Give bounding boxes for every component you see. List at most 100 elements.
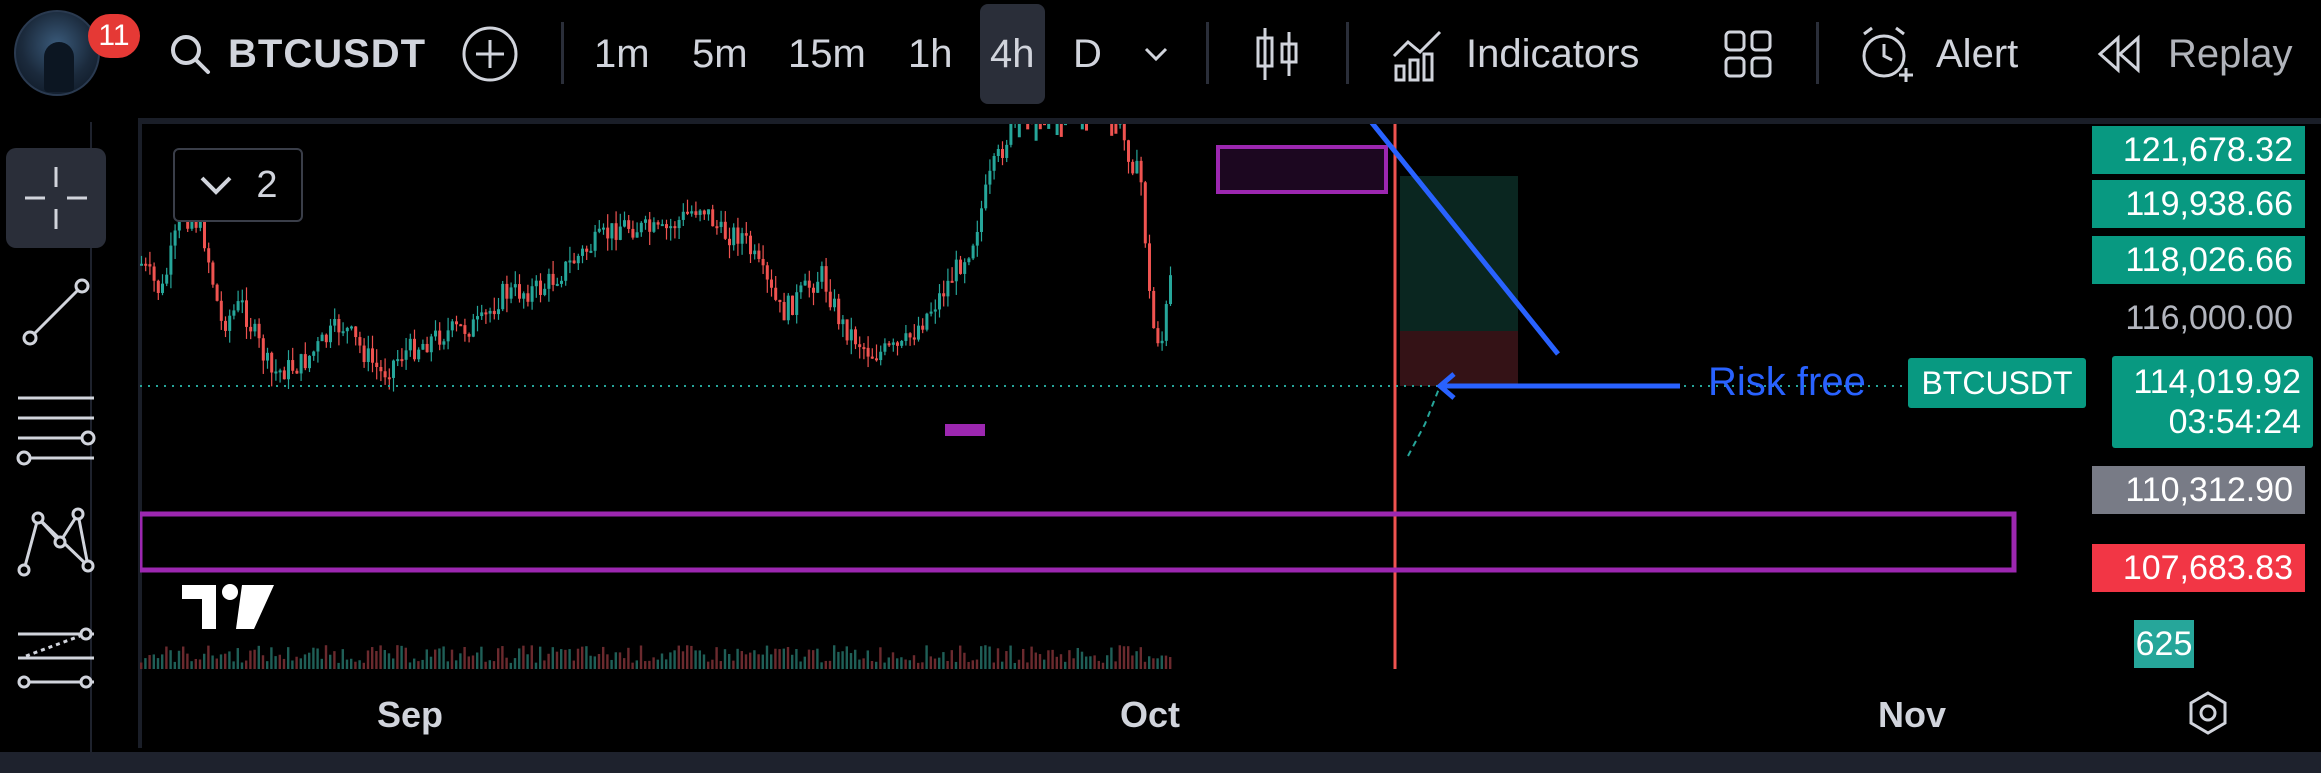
candle-body (274, 371, 278, 374)
candle-body (849, 329, 853, 341)
avatar[interactable] (14, 10, 100, 96)
chart-settings-icon[interactable] (2185, 690, 2231, 736)
symbol-price-tag: BTCUSDT (1908, 358, 2086, 408)
add-symbol-icon (462, 26, 518, 82)
volume-bar (1022, 648, 1025, 669)
candle-body (1143, 182, 1147, 244)
volume-bar (568, 649, 571, 669)
layout-button[interactable] (1722, 20, 1774, 88)
chart-type-button[interactable] (1252, 20, 1302, 88)
volume-bar (417, 661, 420, 669)
volume-bar (509, 662, 512, 669)
volume-bar (501, 646, 504, 669)
price-chart[interactable] (140, 124, 2090, 669)
candle-body (921, 325, 925, 330)
volume-bar (971, 660, 974, 669)
candle-body (463, 325, 467, 334)
candle-body (862, 347, 866, 350)
volume-bar (1030, 646, 1033, 669)
legend-toggle[interactable]: 2 (173, 148, 303, 222)
crosshair-tool[interactable] (6, 148, 106, 248)
replay-label: Replay (2168, 31, 2293, 76)
candle-body (429, 336, 433, 353)
timeframe-menu-button[interactable] (1140, 20, 1172, 88)
candle-body (350, 326, 353, 329)
volume-bar (635, 660, 638, 669)
volume-bar (1001, 661, 1004, 669)
volume-bar (1034, 652, 1037, 669)
candle-body (1135, 160, 1139, 174)
alert-button[interactable]: Alert (1856, 20, 2018, 88)
chart-pane[interactable] (138, 118, 2321, 748)
candle-body (228, 315, 232, 331)
volume-bar (1013, 662, 1016, 669)
volume-bar (421, 659, 424, 669)
tradingview-logo[interactable] (180, 580, 276, 647)
prediction-tool[interactable] (6, 608, 106, 708)
volume-bar (1143, 661, 1147, 669)
candle-body (812, 287, 815, 293)
volume-bar (702, 654, 706, 669)
volume-bar (425, 649, 428, 669)
candle-body (555, 283, 559, 286)
add-symbol-button[interactable] (460, 20, 520, 88)
volume-bar (824, 660, 827, 669)
volume-bar (169, 650, 172, 669)
candle-body (610, 223, 614, 239)
candle-body (644, 219, 647, 223)
risk-free-annotation[interactable]: Risk free (1708, 360, 1866, 404)
volume-bar (434, 649, 437, 669)
volume-bar (1164, 655, 1168, 669)
volume-bar (295, 656, 298, 669)
profile[interactable]: 11 (14, 10, 140, 96)
symbol-search[interactable]: BTCUSDT (168, 20, 426, 88)
pattern-tool[interactable] (6, 492, 106, 592)
timeframe-1h[interactable]: 1h (908, 31, 953, 76)
volume-bar (816, 648, 819, 669)
candle-body (308, 355, 311, 369)
candle-body (988, 170, 992, 185)
candle-body (421, 343, 425, 350)
replay-button[interactable]: Replay (2094, 20, 2293, 88)
volume-bar (1038, 654, 1042, 669)
fib-retracement-tool[interactable] (6, 378, 106, 478)
volume-bar (841, 651, 844, 669)
indicators-button[interactable]: Indicators (1390, 20, 1639, 88)
candle-body (400, 359, 404, 362)
volume-bar (803, 656, 806, 669)
candle-body (656, 222, 660, 225)
timeframe-15m[interactable]: 15m (788, 31, 866, 76)
volume-bar (858, 659, 861, 669)
volume-bar (442, 646, 445, 669)
candle-body (518, 284, 521, 299)
volume-bar (492, 661, 496, 669)
candle-body (1164, 304, 1168, 341)
timeframe-4h[interactable]: 4h (980, 4, 1045, 104)
candle-body (736, 227, 740, 244)
candle-body (728, 238, 731, 246)
candle-body (917, 325, 920, 340)
price-label-tp1: 119,938.66 (2092, 180, 2305, 228)
candle-body (497, 309, 500, 315)
candle-body (236, 301, 240, 311)
volume-bar (992, 662, 995, 669)
small-zone (945, 424, 985, 436)
volume-bar (572, 660, 575, 669)
candle-body (782, 302, 786, 321)
volume-bar (1017, 659, 1021, 669)
timeframe-1m[interactable]: 1m (594, 31, 650, 76)
candle-body (778, 299, 782, 303)
candle-body (891, 342, 895, 345)
tradingview-logo-icon (182, 584, 274, 629)
candle-body (534, 280, 538, 287)
trend-line-tool[interactable] (6, 262, 106, 362)
volume-bar (753, 650, 756, 669)
candle-body (975, 231, 979, 246)
timeframe-5m[interactable]: 5m (692, 31, 748, 76)
volume-bar (161, 654, 164, 669)
time-scale[interactable]: Sep Oct Nov (140, 680, 2320, 748)
volume-bar (459, 653, 462, 669)
candle-body (266, 352, 269, 361)
timeframe-d[interactable]: D (1073, 31, 1102, 76)
volume-bar (652, 657, 655, 669)
